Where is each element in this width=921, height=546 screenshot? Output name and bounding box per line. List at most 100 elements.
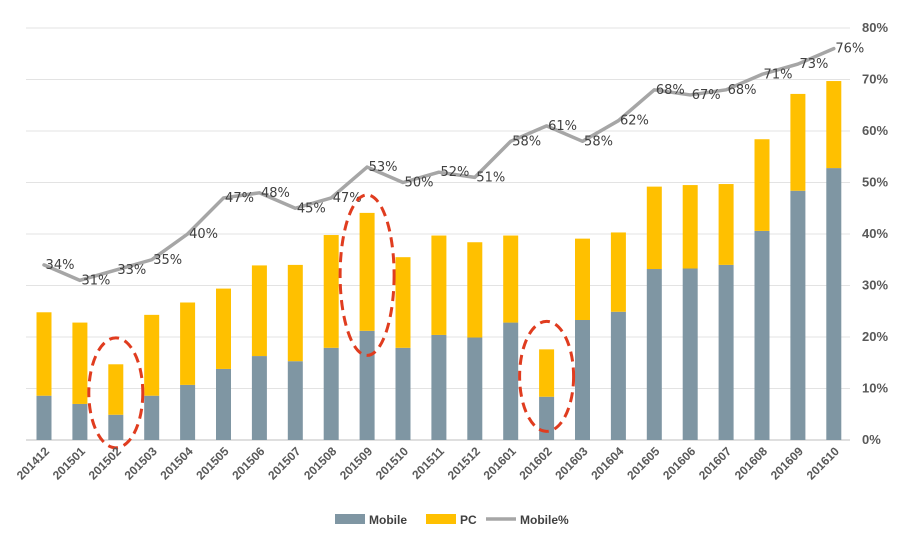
bar-mobile xyxy=(108,414,124,440)
bar-mobile xyxy=(682,268,698,440)
pct-label: 58% xyxy=(512,134,541,149)
x-tick-label: 201607 xyxy=(696,444,734,482)
bar-mobile xyxy=(790,190,806,440)
pct-label: 58% xyxy=(584,134,613,149)
x-tick-label: 201609 xyxy=(768,444,806,482)
bar-mobile xyxy=(216,368,231,440)
y-tick-label: 50% xyxy=(862,175,888,190)
bar-mobile xyxy=(431,334,447,440)
bar-pc xyxy=(108,364,124,415)
annotation-ellipse xyxy=(518,319,576,433)
x-tick-label: 201510 xyxy=(373,444,411,482)
x-tick-label: 201501 xyxy=(50,444,88,482)
bar-mobile xyxy=(718,264,734,440)
bar-mobile xyxy=(539,396,555,440)
x-tick-label: 201502 xyxy=(86,444,124,482)
x-tick-label: 201509 xyxy=(337,444,375,482)
pct-label: 62% xyxy=(620,114,649,129)
pct-label: 68% xyxy=(728,83,757,98)
x-tick-label: 201412 xyxy=(14,444,52,482)
pct-label: 53% xyxy=(369,160,398,175)
bar-pc xyxy=(251,265,267,357)
y-tick-label: 40% xyxy=(862,226,888,241)
bar-pc xyxy=(395,257,411,348)
bar-mobile xyxy=(826,168,842,440)
x-tick-label: 201507 xyxy=(265,444,303,482)
annotation-ellipse xyxy=(338,193,396,357)
bar-mobile xyxy=(36,395,52,440)
bar-mobile xyxy=(467,337,483,440)
bar-pc xyxy=(72,322,88,404)
legend-label-pc: PC xyxy=(460,513,477,527)
bar-pc xyxy=(575,238,590,321)
bar-pc xyxy=(216,288,231,369)
pct-label: 61% xyxy=(548,119,577,134)
bar-mobile xyxy=(503,322,519,440)
x-tick-label: 201505 xyxy=(193,444,231,482)
legend-swatch-pc xyxy=(426,514,456,524)
pct-label: 52% xyxy=(440,165,469,180)
pct-label: 31% xyxy=(81,273,110,288)
pct-label: 47% xyxy=(333,191,362,206)
pct-label: 76% xyxy=(835,42,864,57)
right-axis-ticks: 0% 10% 20% 30% 40% 50% 60% 70% 80% xyxy=(862,20,888,447)
bar-pc xyxy=(287,264,303,362)
bar-mobile xyxy=(287,361,303,440)
bar-pc xyxy=(503,235,519,323)
bar-pc xyxy=(682,185,698,269)
x-tick-label: 201602 xyxy=(517,444,555,482)
bar-mobile xyxy=(72,403,88,440)
pct-label: 35% xyxy=(153,253,182,268)
bar-pc xyxy=(36,312,52,396)
pct-label: 33% xyxy=(117,263,146,278)
bar-mobile xyxy=(144,395,160,440)
annotation-ellipse xyxy=(87,336,145,450)
y-tick-label: 60% xyxy=(862,123,888,138)
pct-label: 68% xyxy=(656,83,685,98)
gridlines xyxy=(26,27,850,441)
legend-swatch-mobile xyxy=(335,514,365,524)
legend-label-mobile-pct: Mobile% xyxy=(520,513,569,527)
bar-pc xyxy=(431,235,447,335)
bar-mobile xyxy=(359,330,375,440)
bar-mobile xyxy=(251,356,267,440)
bar-pc xyxy=(539,349,555,397)
bar-pc xyxy=(610,232,626,312)
y-tick-label: 0% xyxy=(862,432,881,447)
y-tick-label: 10% xyxy=(862,381,888,396)
pct-label: 45% xyxy=(297,201,326,216)
x-tick-label: 201503 xyxy=(122,444,160,482)
mobile-pct-line xyxy=(42,46,836,283)
legend-label-mobile: Mobile xyxy=(369,513,407,527)
bar-mobile xyxy=(180,384,196,440)
pct-label: 73% xyxy=(799,57,828,72)
bar-mobile xyxy=(575,320,590,440)
pct-label: 34% xyxy=(46,258,75,273)
x-tick-label: 201601 xyxy=(481,444,519,482)
x-tick-label: 201511 xyxy=(409,444,447,482)
x-tick-label: 201603 xyxy=(552,444,590,482)
bar-mobile xyxy=(610,311,626,440)
x-tick-label: 201604 xyxy=(588,444,626,482)
x-tick-label: 201608 xyxy=(732,444,770,482)
y-tick-label: 70% xyxy=(862,72,888,87)
x-tick-label: 201506 xyxy=(229,444,267,482)
mobile-pct-polyline xyxy=(42,46,836,283)
x-tick-label: 201504 xyxy=(158,444,196,482)
bar-pc xyxy=(144,314,160,396)
y-tick-label: 80% xyxy=(862,20,888,35)
x-tick-label: 201610 xyxy=(804,444,842,482)
mobile-pct-labels: 34% 31% 33% 35% 40% 47% 48% 45% 47% 53% 50% 52% 51% 5… xyxy=(46,42,865,289)
bar-pc xyxy=(359,212,375,331)
bar-pc xyxy=(718,184,734,265)
bar-pc xyxy=(754,139,770,231)
bar-pc xyxy=(467,242,483,338)
x-tick-label: 201512 xyxy=(445,444,483,482)
pct-label: 67% xyxy=(692,88,721,103)
bar-mobile xyxy=(395,347,411,440)
bar-mobile xyxy=(323,347,339,440)
x-tick-label: 201508 xyxy=(301,444,339,482)
pct-label: 48% xyxy=(261,186,290,201)
y-tick-label: 30% xyxy=(862,278,888,293)
pct-label: 51% xyxy=(476,170,505,185)
